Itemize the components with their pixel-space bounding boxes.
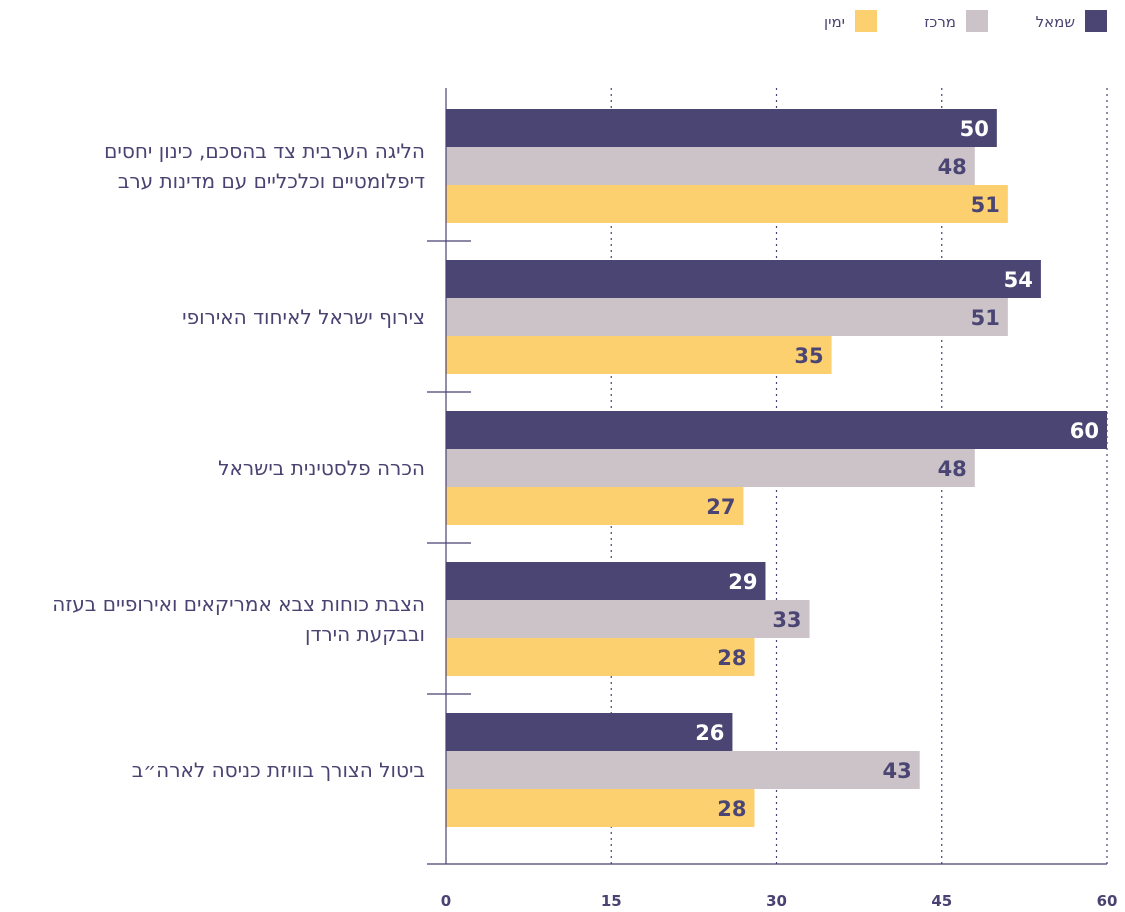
legend-swatch-0 — [1085, 10, 1107, 32]
x-tick-label-30: 30 — [766, 892, 787, 910]
axes — [427, 88, 1107, 865]
legend-label-0: שמאל — [1036, 13, 1075, 31]
x-tick-label-15: 15 — [601, 892, 622, 910]
legend-label-1: מרכז — [924, 13, 956, 31]
category-label-0-0: הליגה הערבית צד בהסכם, כינון יחסים — [104, 139, 425, 163]
bar-value-label-3-2: 28 — [717, 646, 746, 670]
bar-1-2 — [446, 336, 832, 374]
bar-value-label-1-2: 35 — [794, 344, 823, 368]
bar-4-1 — [446, 751, 920, 789]
bar-value-label-1-0: 54 — [1004, 268, 1033, 292]
bar-value-label-4-1: 43 — [882, 759, 911, 783]
bar-4-0 — [446, 713, 733, 751]
bar-value-label-3-0: 29 — [728, 570, 757, 594]
x-tick-label-0: 0 — [441, 892, 451, 910]
bar-3-0 — [446, 562, 766, 600]
bar-0-0 — [446, 109, 997, 147]
bar-1-1 — [446, 298, 1008, 336]
legend-swatch-2 — [855, 10, 877, 32]
bar-value-label-0-2: 51 — [971, 193, 1000, 217]
bar-0-1 — [446, 147, 975, 185]
bar-value-label-1-1: 51 — [971, 306, 1000, 330]
legend-label-2: ימין — [824, 13, 845, 31]
bar-1-0 — [446, 260, 1041, 298]
bar-2-2 — [446, 487, 744, 525]
legend: שמאל מרכז ימין — [824, 10, 1107, 32]
bar-3-1 — [446, 600, 810, 638]
bar-value-label-2-2: 27 — [706, 495, 735, 519]
bar-3-2 — [446, 638, 755, 676]
x-tick-label-45: 45 — [931, 892, 952, 910]
bar-2-0 — [446, 411, 1107, 449]
category-label-3-0: הצבת כוחות צבא אמריקאים ואירופיים בעזה — [52, 592, 425, 616]
category-label-2-0: הכרה פלסטינית בישראל — [218, 456, 425, 480]
bar-value-label-0-0: 50 — [960, 117, 989, 141]
bar-value-label-3-1: 33 — [772, 608, 801, 632]
category-label-0-1: דיפלומטיים וכלכליים עם מדינות ערב — [118, 169, 425, 193]
bar-0-2 — [446, 185, 1008, 223]
category-label-1-0: צירוף ישראל לאיחוד האירופי — [182, 305, 425, 329]
legend-swatch-1 — [966, 10, 988, 32]
bar-value-label-4-2: 28 — [717, 797, 746, 821]
bar-value-label-2-1: 48 — [938, 457, 967, 481]
bar-4-2 — [446, 789, 755, 827]
x-tick-label-60: 60 — [1097, 892, 1118, 910]
bar-value-label-2-0: 60 — [1070, 419, 1099, 443]
bar-value-label-0-1: 48 — [938, 155, 967, 179]
category-label-3-1: ובבקעת הירדן — [305, 622, 425, 646]
category-label-4-0: ביטול הצורך בוויזת כניסה לארה״ב — [132, 758, 425, 782]
bar-2-1 — [446, 449, 975, 487]
x-tick-labels: 0 15 30 45 60 — [441, 892, 1118, 910]
bar-value-label-4-0: 26 — [695, 721, 724, 745]
category-labels: הליגה הערבית צד בהסכם, כינון יחסים דיפלומ… — [52, 139, 425, 782]
